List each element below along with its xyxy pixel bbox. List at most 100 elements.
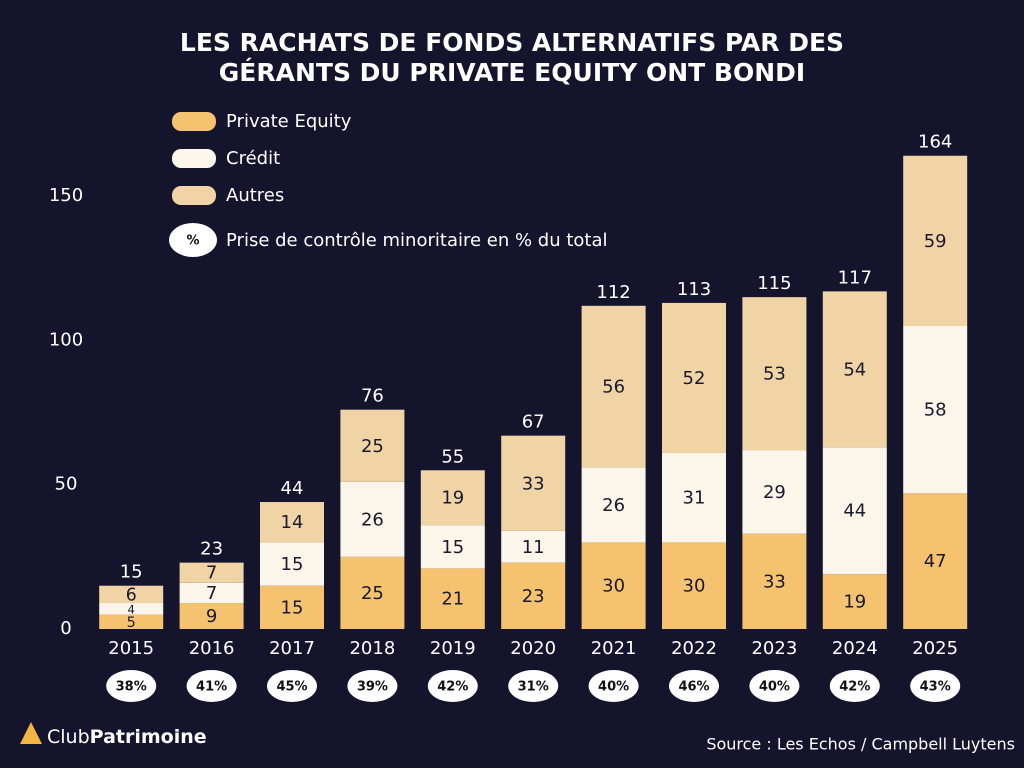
legend-label: Crédit <box>226 148 280 169</box>
segment-label: 5 <box>127 615 136 631</box>
bar-segment <box>420 568 485 629</box>
legend-swatch <box>172 186 216 205</box>
bar-segment <box>581 467 646 543</box>
bar-segment <box>99 585 164 604</box>
segment-label: 53 <box>763 364 786 385</box>
bar-segment <box>99 603 164 615</box>
x-tick-label: 2015 <box>108 638 154 659</box>
bar-segment <box>260 542 324 586</box>
x-tick-label: 2019 <box>430 638 476 659</box>
y-tick-label: 0 <box>60 618 71 639</box>
total-label: 15 <box>120 562 143 583</box>
bar-segment <box>662 302 726 453</box>
bar-segment <box>179 603 244 629</box>
total-label: 23 <box>200 539 223 560</box>
share-label: 39% <box>357 680 388 695</box>
bar-segment <box>420 525 485 569</box>
bar-segment <box>903 326 968 494</box>
total-label: 44 <box>281 478 304 499</box>
x-tick-label: 2022 <box>671 638 717 659</box>
logo-bold: Patrimoine <box>90 726 207 748</box>
y-tick-label: 50 <box>55 474 78 495</box>
bar-segment <box>501 562 566 629</box>
segment-label: 30 <box>602 576 625 597</box>
bar-segment <box>822 291 887 448</box>
segment-label: 59 <box>924 231 947 252</box>
segment-label: 31 <box>683 488 706 509</box>
segment-label: 19 <box>441 488 464 509</box>
bar-segment <box>340 556 405 629</box>
bar-segment <box>662 452 726 543</box>
segment-label: 21 <box>441 589 464 610</box>
segment-label: 7 <box>206 563 217 584</box>
chart-title: GÉRANTS DU PRIVATE EQUITY ONT BONDI <box>219 58 805 87</box>
total-label: 76 <box>361 386 384 407</box>
segment-label: 33 <box>522 473 545 494</box>
bar-segment <box>822 447 887 575</box>
segment-label: 9 <box>206 606 217 627</box>
segment-label: 25 <box>361 436 384 457</box>
x-tick-label: 2021 <box>591 638 637 659</box>
share-pill <box>186 670 237 702</box>
segment-label: 44 <box>843 501 866 522</box>
source: Source : Les Echos / Campbell Luytens <box>706 735 1015 754</box>
bar-segment <box>99 614 164 629</box>
segment-label: 52 <box>683 368 706 389</box>
bar-segment <box>742 297 807 451</box>
legend-pill <box>169 223 217 257</box>
bar-segment <box>581 542 646 629</box>
bar-segment <box>179 582 244 604</box>
segment-label: 14 <box>281 512 304 533</box>
segment-label: 6 <box>126 585 137 605</box>
bar-segment <box>742 533 807 629</box>
x-tick-label: 2023 <box>751 638 797 659</box>
segment-label: 7 <box>206 583 217 604</box>
bar-segment <box>501 530 566 563</box>
x-tick-label: 2020 <box>510 638 556 659</box>
segment-label: 25 <box>361 583 384 604</box>
segment-label: 11 <box>522 537 545 558</box>
segment-label: 19 <box>843 592 866 613</box>
legend-label: Prise de contrôle minoritaire en % du to… <box>226 230 608 251</box>
share-label: 46% <box>678 680 709 695</box>
y-tick-label: 150 <box>49 185 83 206</box>
share-pill <box>508 670 559 702</box>
legend-symbol: % <box>186 234 199 249</box>
segment-label: 15 <box>281 597 304 618</box>
share-label: 45% <box>276 680 307 695</box>
total-label: 55 <box>441 446 464 467</box>
total-label: 113 <box>677 279 711 300</box>
chart-title: LES RACHATS DE FONDS ALTERNATIFS PAR DES <box>180 28 844 57</box>
segment-label: 54 <box>843 359 866 380</box>
bar-segment <box>340 409 405 482</box>
segment-label: 33 <box>763 571 786 592</box>
segment-label: 15 <box>441 537 464 558</box>
total-label: 164 <box>918 132 952 153</box>
legend-label: Private Equity <box>226 111 352 132</box>
segment-label: 56 <box>602 377 625 398</box>
share-pill <box>749 670 800 702</box>
share-pill <box>347 670 398 702</box>
bar-segment <box>903 493 968 629</box>
x-tick-label: 2017 <box>269 638 315 659</box>
share-label: 42% <box>437 680 468 695</box>
bar-segment <box>903 155 968 326</box>
total-label: 112 <box>596 282 630 303</box>
legend-swatch <box>172 112 216 131</box>
bar-segment <box>179 562 244 583</box>
share-pill <box>427 670 478 702</box>
bar-segment <box>742 450 807 534</box>
share-label: 42% <box>839 680 870 695</box>
bar-segment <box>420 470 485 526</box>
segment-label: 30 <box>683 576 706 597</box>
segment-label: 26 <box>602 495 625 516</box>
x-tick-label: 2025 <box>912 638 958 659</box>
bar-segment <box>340 481 405 557</box>
total-label: 115 <box>757 273 791 294</box>
segment-label: 26 <box>361 509 384 530</box>
y-tick-label: 100 <box>49 329 83 350</box>
bar-segment <box>260 585 324 629</box>
share-pill <box>588 670 639 702</box>
bar-segment <box>501 435 566 531</box>
